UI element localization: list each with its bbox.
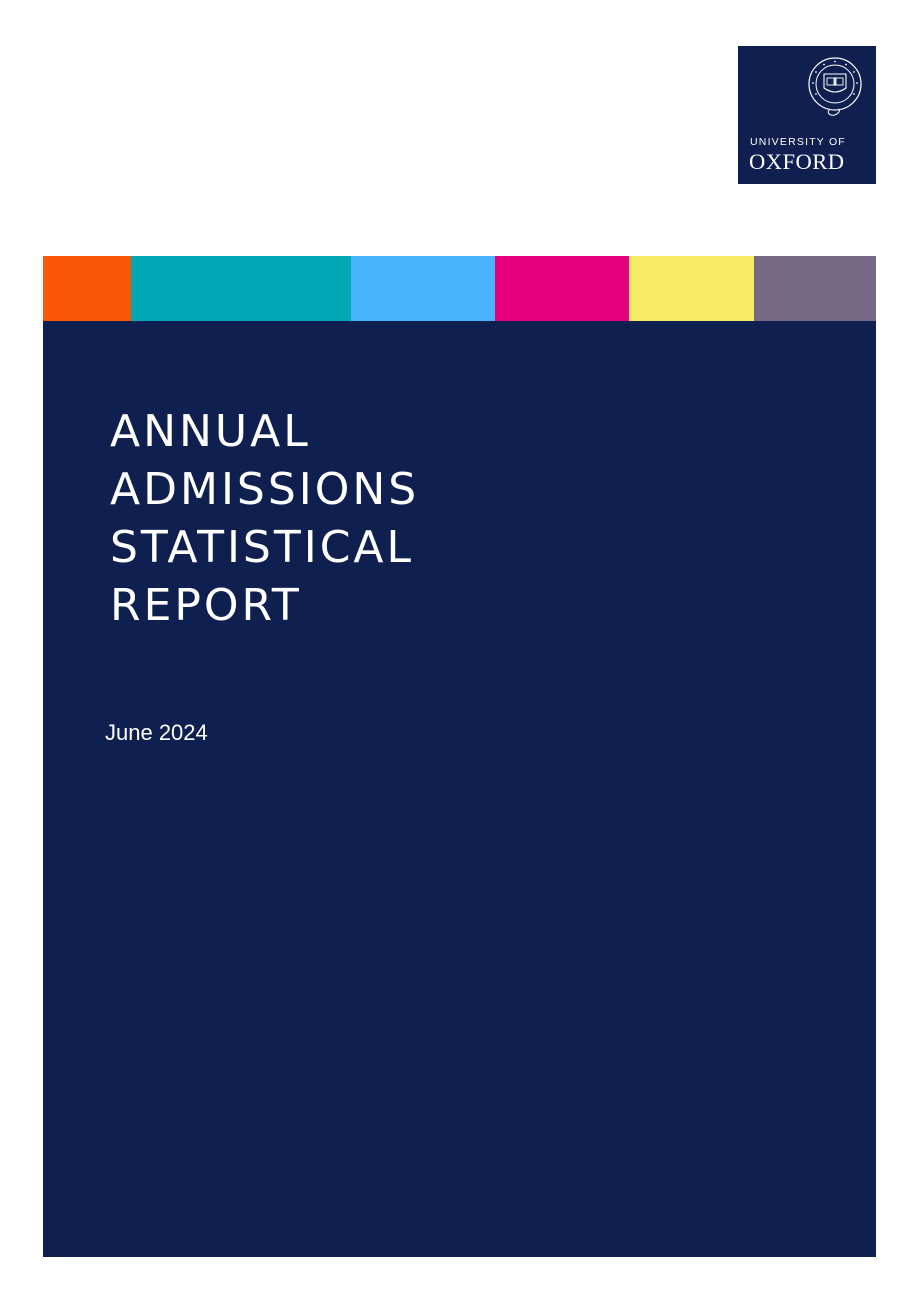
cover-panel: ANNUAL ADMISSIONS STATISTICAL REPORT Jun… xyxy=(43,321,876,1257)
report-title-line: ANNUAL xyxy=(110,406,311,457)
color-block-magenta xyxy=(495,256,629,321)
color-block-orange xyxy=(43,256,131,321)
university-of-oxford-logo: UNIVERSITY OF OXFORD xyxy=(738,46,876,184)
logo-oxford-text: OXFORD xyxy=(749,149,845,174)
logo-university-of-text: UNIVERSITY OF xyxy=(750,136,846,148)
color-stripe xyxy=(43,256,876,321)
report-date: June 2024 xyxy=(105,720,208,745)
color-block-teal xyxy=(131,256,351,321)
report-title-line: STATISTICAL xyxy=(110,522,415,573)
color-block-sky-blue xyxy=(351,256,495,321)
color-block-yellow xyxy=(629,256,754,321)
report-title-line: ADMISSIONS xyxy=(110,464,420,515)
report-title: ANNUAL ADMISSIONS STATISTICAL REPORT xyxy=(110,403,419,635)
oxford-crest-icon xyxy=(808,57,862,116)
report-title-line: REPORT xyxy=(110,580,302,631)
color-block-purple-grey xyxy=(754,256,876,321)
